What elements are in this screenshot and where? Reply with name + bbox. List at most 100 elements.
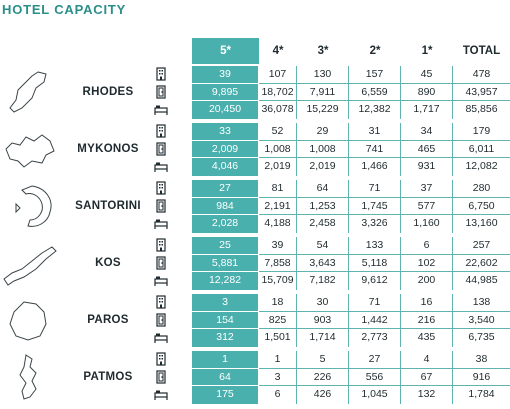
row-divider [192,367,510,369]
table-cell: 71 [349,294,401,312]
table-cell: 9,895 [192,83,259,102]
beds-icon [154,102,168,116]
table-cell: 157 [349,66,401,84]
table-cell: 5,881 [192,254,259,273]
row-divider [192,214,259,216]
beds-icon [154,159,168,173]
island-map-icon [2,296,60,344]
row-divider [192,310,510,312]
table-cell: 15,229 [297,101,349,119]
row-divider [192,310,259,312]
island-group-patmos: PATMOS 1 1 5 27 4 38 64 3 226 556 67 916 175 6 426 1,045… [0,351,510,404]
beds-icon [154,216,168,230]
table-cell: 102 [401,254,453,273]
table-cell: 2,191 [259,197,297,216]
table-cell: 12,082 [465,160,498,173]
hotels-row: 33 52 29 31 34 179 [154,123,510,141]
table-cell: 64 [297,180,349,198]
table-cell: 1,442 [349,311,401,330]
table-cell: 39 [259,237,297,255]
island-group-mykonos: MYKONOS 33 52 29 31 34 179 2,009 1,008 1,008 741 46… [0,123,510,176]
row-divider [192,253,259,255]
rooms-icon [154,199,168,213]
table-cell: 37 [401,180,453,198]
table-cell: 4,046 [192,158,259,176]
table-cell: 4,188 [259,215,297,233]
island-group-santorini: SANTORINI 27 81 64 71 37 280 984 2,191 1,253 1,745… [0,180,510,233]
table-cell: 426 [297,386,349,404]
page-title: HOTEL CAPACITY [2,2,127,17]
row-divider [192,253,510,255]
island-group-kos: KOS 25 39 54 133 6 257 5,881 7,858 3,643 5,118 102 2… [0,237,510,290]
row-divider [192,328,510,330]
rooms-row: 9,895 18,702 7,911 6,559 890 43,957 [154,83,510,102]
table-cell: 13,160 [465,217,498,230]
table-cell: 1 [259,351,297,369]
table-cell: 132 [401,386,453,404]
beds-row: 12,282 15,709 7,182 9,612 200 44,985 [154,272,510,290]
table-cell: 1,714 [297,329,349,347]
table-cell: 154 [192,311,259,330]
island-name: PAROS [87,314,129,326]
table-cell: 465 [401,140,453,159]
table-cell: 38 [475,353,488,365]
rooms-row: 154 825 903 1,442 216 3,540 [154,311,510,330]
table-cell: 5 [297,351,349,369]
beds-row: 312 1,501 1,714 2,773 435 6,735 [154,329,510,347]
island-name: RHODES [82,86,134,98]
table-cell: 9,612 [349,272,401,290]
rooms-icon [154,85,168,99]
table-cell: 1,466 [349,158,401,176]
beds-row: 4,046 2,019 2,019 1,466 931 12,082 [154,158,510,176]
table-cell: 71 [349,180,401,198]
table-cell: 825 [259,311,297,330]
island-group-paros: PAROS 3 18 30 71 16 138 154 825 903 1,442 216 3,540 3… [0,294,510,347]
table-cell: 984 [192,197,259,216]
table-cell: 226 [297,368,349,387]
table-cell: 85,856 [465,103,498,116]
column-header-total: TOTAL [462,45,501,57]
table-cell: 133 [349,237,401,255]
beds-icon [154,387,168,401]
column-header-row: 5* 4* 3* 2* 1* TOTAL [0,38,510,64]
table-cell: 1,717 [401,101,453,119]
island-map-icon [2,68,60,116]
table-cell: 30 [297,294,349,312]
table-cell: 6 [401,237,453,255]
table-cell: 15,709 [259,272,297,290]
table-cell: 6,559 [349,83,401,102]
row-divider [192,367,259,369]
hotels-icon [154,181,168,195]
table-cell: 1,045 [349,386,401,404]
rooms-row: 5,881 7,858 3,643 5,118 102 22,602 [154,254,510,273]
table-cell: 3,326 [349,215,401,233]
row-divider [192,157,259,159]
table-cell: 6,735 [468,331,495,344]
row-divider [192,82,510,84]
column-header-5-star: 5* [192,38,259,64]
table-cell: 6,750 [468,199,495,212]
row-divider [192,271,259,273]
table-cell: 45 [401,66,453,84]
table-cell: 25 [192,237,259,255]
table-cell: 54 [297,237,349,255]
table-cell: 2,009 [192,140,259,159]
table-cell: 931 [401,158,453,176]
table-cell: 12,382 [349,101,401,119]
hotels-icon [154,295,168,309]
island-map-icon [2,353,60,401]
table-cell: 890 [401,83,453,102]
beds-row: 20,450 36,078 15,229 12,382 1,717 85,856 [154,101,510,119]
table-cell: 1,745 [349,197,401,216]
hotels-icon [154,124,168,138]
hotels-icon [154,352,168,366]
island-map-icon [2,125,60,173]
row-divider [192,100,510,102]
table-cell: 257 [472,239,491,251]
row-divider [192,328,259,330]
table-cell: 81 [259,180,297,198]
table-cell: 3,540 [468,313,495,326]
table-cell: 3 [192,294,259,312]
hotels-row: 27 81 64 71 37 280 [154,180,510,198]
column-header-2-star: 2* [369,45,381,57]
